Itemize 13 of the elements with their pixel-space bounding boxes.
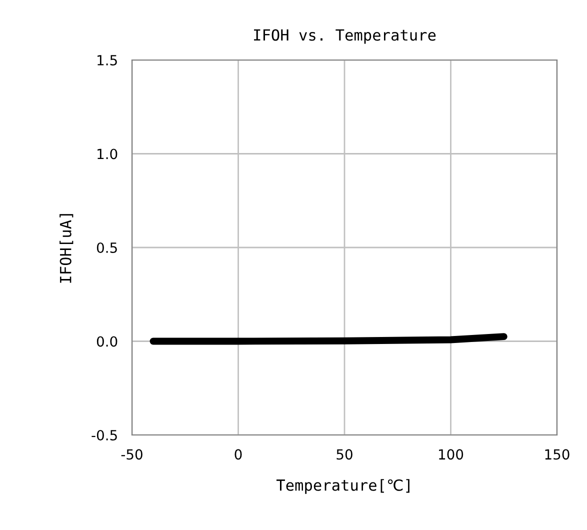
x-tick-label: 50 (336, 449, 352, 460)
x-tick-label: 150 (545, 449, 570, 460)
x-tick-label: -50 (121, 449, 142, 460)
x-tick-label: 100 (439, 449, 464, 460)
y-axis-title: IFOH[uA] (60, 214, 74, 283)
y-tick-label: 1.5 (98, 55, 117, 66)
y-tick-label: 0.0 (96, 336, 118, 347)
x-axis-title: Temperature[℃] (276, 479, 410, 494)
chart-title: IFOH vs. Temperature (254, 29, 436, 44)
y-tick-label: 0.5 (96, 242, 117, 253)
x-tick-label: 0 (234, 449, 242, 460)
y-tick-label: -0.5 (92, 430, 117, 440)
y-tick-label: 1.0 (98, 148, 118, 160)
